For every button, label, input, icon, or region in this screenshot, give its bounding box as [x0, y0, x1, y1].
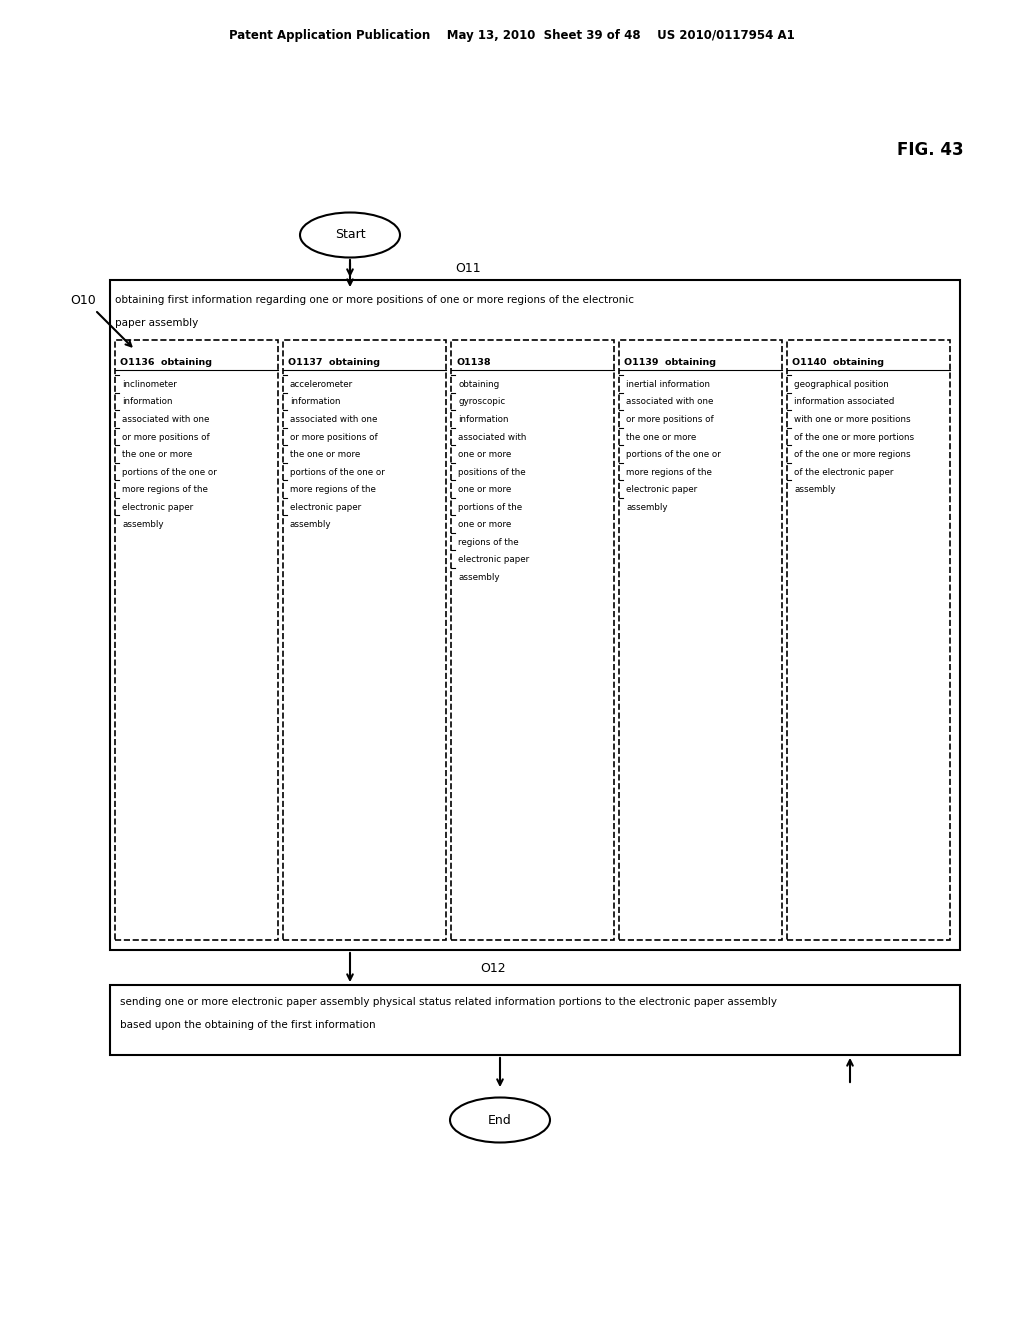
Text: O1137  obtaining: O1137 obtaining — [288, 358, 380, 367]
Ellipse shape — [450, 1097, 550, 1143]
Text: the one or more: the one or more — [290, 450, 360, 459]
Text: End: End — [488, 1114, 512, 1126]
Text: information: information — [290, 397, 341, 407]
Text: information: information — [458, 414, 509, 424]
Text: of the electronic paper: of the electronic paper — [794, 467, 894, 477]
Text: or more positions of: or more positions of — [122, 433, 210, 441]
FancyBboxPatch shape — [618, 341, 782, 940]
Text: sending one or more electronic paper assembly physical status related informatio: sending one or more electronic paper ass… — [120, 997, 777, 1007]
FancyBboxPatch shape — [283, 341, 446, 940]
Text: assembly: assembly — [794, 484, 836, 494]
Text: Start: Start — [335, 228, 366, 242]
Text: obtaining first information regarding one or more positions of one or more regio: obtaining first information regarding on… — [115, 294, 634, 305]
Text: or more positions of: or more positions of — [290, 433, 378, 441]
Text: assembly: assembly — [626, 503, 668, 512]
Text: inclinometer: inclinometer — [122, 380, 177, 389]
Text: or more positions of: or more positions of — [626, 414, 714, 424]
FancyBboxPatch shape — [115, 341, 278, 940]
Text: the one or more: the one or more — [122, 450, 193, 459]
FancyBboxPatch shape — [110, 280, 961, 950]
Text: accelerometer: accelerometer — [290, 380, 353, 389]
Text: more regions of the: more regions of the — [290, 484, 376, 494]
Text: FIG. 43: FIG. 43 — [897, 141, 964, 158]
Text: geographical position: geographical position — [794, 380, 889, 389]
Text: regions of the: regions of the — [458, 537, 518, 546]
Text: electronic paper: electronic paper — [290, 503, 361, 512]
Text: more regions of the: more regions of the — [122, 484, 208, 494]
Text: electronic paper: electronic paper — [626, 484, 697, 494]
Text: of the one or more regions: of the one or more regions — [794, 450, 910, 459]
Text: Patent Application Publication    May 13, 2010  Sheet 39 of 48    US 2010/011795: Patent Application Publication May 13, 2… — [229, 29, 795, 41]
Text: O10: O10 — [70, 293, 96, 306]
Text: O1140  obtaining: O1140 obtaining — [792, 358, 884, 367]
Text: O11: O11 — [455, 261, 480, 275]
Text: information associated: information associated — [794, 397, 894, 407]
Text: O1136  obtaining: O1136 obtaining — [120, 358, 212, 367]
FancyBboxPatch shape — [787, 341, 950, 940]
Text: positions of the: positions of the — [458, 467, 525, 477]
Text: portions of the: portions of the — [458, 503, 522, 512]
Text: based upon the obtaining of the first information: based upon the obtaining of the first in… — [120, 1020, 376, 1030]
Text: electronic paper: electronic paper — [122, 503, 194, 512]
Text: more regions of the: more regions of the — [626, 467, 712, 477]
Text: one or more: one or more — [458, 520, 511, 529]
Text: associated with: associated with — [458, 433, 526, 441]
Text: assembly: assembly — [458, 573, 500, 582]
Text: one or more: one or more — [458, 450, 511, 459]
Text: associated with one: associated with one — [122, 414, 209, 424]
Text: associated with one: associated with one — [626, 397, 714, 407]
Text: gyroscopic: gyroscopic — [458, 397, 505, 407]
Text: of the one or more portions: of the one or more portions — [794, 433, 914, 441]
Text: one or more: one or more — [458, 484, 511, 494]
Text: obtaining: obtaining — [458, 380, 500, 389]
FancyBboxPatch shape — [110, 985, 961, 1055]
Text: O1139  obtaining: O1139 obtaining — [624, 358, 716, 367]
Text: O1138: O1138 — [456, 358, 490, 367]
Text: the one or more: the one or more — [626, 433, 696, 441]
Text: assembly: assembly — [122, 520, 164, 529]
Text: assembly: assembly — [290, 520, 332, 529]
Text: inertial information: inertial information — [626, 380, 710, 389]
Text: information: information — [122, 397, 172, 407]
Text: paper assembly: paper assembly — [115, 318, 199, 327]
Text: portions of the one or: portions of the one or — [626, 450, 721, 459]
Ellipse shape — [300, 213, 400, 257]
FancyBboxPatch shape — [451, 341, 614, 940]
Text: associated with one: associated with one — [290, 414, 378, 424]
Text: with one or more positions: with one or more positions — [794, 414, 910, 424]
Text: portions of the one or: portions of the one or — [122, 467, 217, 477]
Text: O12: O12 — [480, 961, 506, 974]
Text: portions of the one or: portions of the one or — [290, 467, 385, 477]
Text: electronic paper: electronic paper — [458, 554, 529, 564]
